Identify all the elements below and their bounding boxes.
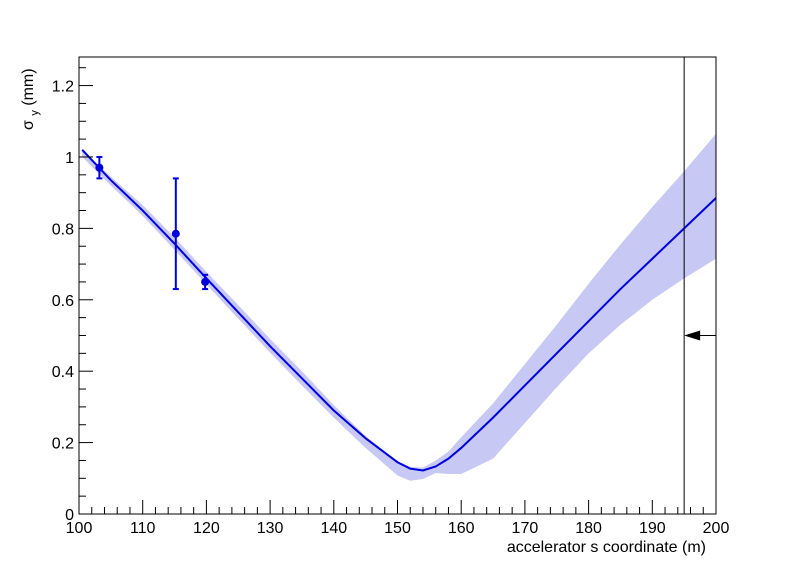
x-tick-label: 170 (512, 520, 539, 537)
arrow-head (684, 330, 701, 341)
measurement-point (201, 277, 210, 286)
y-axis-unit: (mm) (20, 68, 37, 105)
x-tick-label: 180 (575, 520, 602, 537)
x-tick-label: 160 (448, 520, 475, 537)
error-band (82, 133, 716, 481)
x-tick-label: 140 (320, 520, 347, 537)
y-tick-label: 0.2 (52, 436, 74, 453)
y-tick-label: 0.8 (52, 221, 74, 238)
fit-line-layer (81, 149, 717, 472)
x-tick-label: 110 (130, 520, 156, 537)
error-band-layer (82, 133, 716, 481)
y-tick-label: 1.2 (52, 79, 74, 96)
y-tick-label: 1 (65, 150, 74, 167)
x-axis-title: accelerator s coordinate (m) (507, 539, 706, 556)
x-tick-label: 190 (639, 520, 666, 537)
y-tick-label: 0.4 (52, 364, 74, 381)
x-tick-label: 130 (257, 520, 284, 537)
y-axis-symbol: σ (20, 120, 37, 130)
y-axis-subscript: y (29, 110, 41, 116)
measurement-points-layer (95, 155, 210, 291)
y-tick-label: 0.6 (52, 293, 74, 310)
ticks-layer (78, 67, 717, 515)
fit-line (81, 149, 717, 472)
x-tick-label: 200 (703, 520, 730, 537)
x-tick-label: 150 (384, 520, 411, 537)
tick-labels-layer: 100 110 120 130 140 150 160 170 180 190 200 0 0.2 0.4… (52, 79, 730, 537)
y-axis-title: σ y (mm) (20, 68, 42, 130)
x-tick-label: 120 (193, 520, 220, 537)
measurement-point (95, 163, 104, 172)
marker-layer (683, 57, 716, 514)
measurement-point (171, 229, 180, 238)
x-tick-label: 100 (66, 520, 93, 537)
y-tick-label: 0 (65, 507, 74, 524)
